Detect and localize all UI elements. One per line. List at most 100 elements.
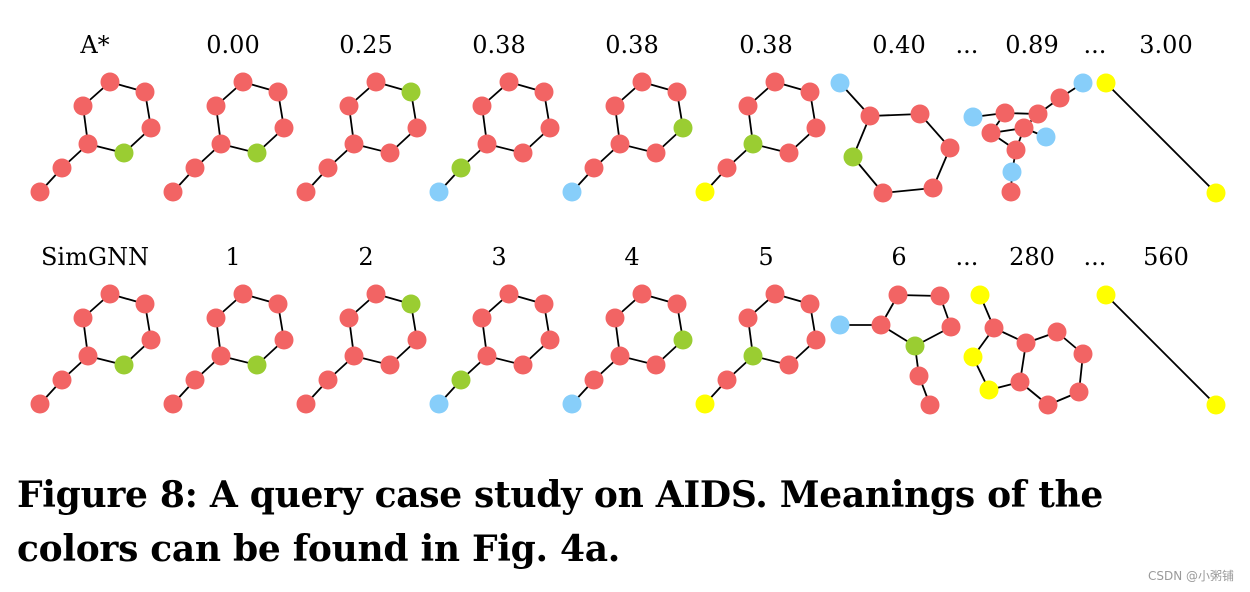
graph-r0-c2-node-0	[366, 72, 386, 92]
graph-r0-c3-node-0	[499, 72, 519, 92]
graph-r1-c5-node-5	[738, 308, 758, 328]
simgnn-label-1: 1	[225, 243, 240, 271]
graph-r1-c1-node-3	[247, 355, 267, 375]
graph-r1-c8-node-6	[1047, 322, 1067, 342]
graph-r1-c6-node-2	[888, 285, 908, 305]
graph-r1-c3-node-7	[429, 394, 449, 414]
astar-label-7: ...	[956, 31, 979, 59]
figure-caption: Figure 8: A query case study on AIDS. Me…	[17, 474, 1104, 570]
graph-r1-c2-node-4	[344, 346, 364, 366]
graph-r0-c6-node-5	[873, 183, 893, 203]
graph-r1-c3-node-6	[451, 370, 471, 390]
graph-r1-c1-node-0	[233, 284, 253, 304]
graph-r1-c5-node-6	[717, 370, 737, 390]
graph-r0-c8-node-7	[1036, 127, 1056, 147]
graph-r0-c2-node-3	[380, 143, 400, 163]
simgnn-label-5: 5	[758, 243, 773, 271]
graph-r1-c5	[695, 284, 826, 414]
graph-r1-c1-node-1	[268, 294, 288, 314]
graph-r0-c1-node-3	[247, 143, 267, 163]
graph-r1-c4-node-7	[562, 394, 582, 414]
graph-r0-c10-node-1	[1206, 183, 1226, 203]
graph-r0-c8-node-6	[1014, 118, 1034, 138]
graph-r1-c1-node-5	[206, 308, 226, 328]
graph-r0-c6-node-6	[843, 147, 863, 167]
graph-r0-c10-node-0	[1096, 73, 1116, 93]
graph-r0-c4-node-7	[562, 182, 582, 202]
graph-r0-c0-node-1	[135, 82, 155, 102]
graph-r1-c0-node-2	[141, 330, 161, 350]
graph-r0-c4-node-1	[667, 82, 687, 102]
simgnn-label-8: 280	[1009, 243, 1055, 271]
graph-r1-c8-node-0	[970, 285, 990, 305]
graph-r1-c6-node-0	[830, 315, 850, 335]
astar-label-8: 0.89	[1005, 31, 1058, 59]
graph-r1-c5-node-7	[695, 394, 715, 414]
graph-r0-c2-node-6	[318, 158, 338, 178]
graph-r0-c8-node-8	[1006, 140, 1026, 160]
graph-r0-c1-node-7	[163, 182, 183, 202]
graph-r1-c8-node-1	[984, 318, 1004, 338]
graph-r1-c6-node-1	[871, 315, 891, 335]
graph-r1-c4-node-1	[667, 294, 687, 314]
graph-r1-c2-node-7	[296, 394, 316, 414]
graph-r1-c8-node-2	[963, 347, 983, 367]
graph-r0-c2-node-4	[344, 134, 364, 154]
astar-label-10: 3.00	[1139, 31, 1192, 59]
graph-r1-c6-node-6	[909, 366, 929, 386]
graph-r1-c4	[562, 284, 693, 414]
astar-label-5: 0.38	[739, 31, 792, 59]
graph-r1-c1-node-6	[185, 370, 205, 390]
astar-label-3: 0.38	[472, 31, 525, 59]
graph-r0-c6	[830, 73, 960, 203]
graph-r1-c0-node-0	[100, 284, 120, 304]
graph-r0-c8-node-5	[981, 123, 1001, 143]
graph-r1-c10-node-1	[1206, 395, 1226, 415]
graph-r1-c8-node-4	[1010, 372, 1030, 392]
graph-r1-c0	[30, 284, 161, 414]
graph-r0-c6-node-2	[910, 104, 930, 124]
graph-r0-c4-node-2	[673, 118, 693, 138]
graph-r0-c0-node-6	[52, 158, 72, 178]
graph-r0-c0-node-4	[78, 134, 98, 154]
graph-r0-c4-node-4	[610, 134, 630, 154]
graph-r0-c5-node-7	[695, 182, 715, 202]
graph-r1-c2-node-0	[366, 284, 386, 304]
graph-r1-c3-node-4	[477, 346, 497, 366]
simgnn-label-4: 4	[624, 243, 639, 271]
graph-r0-c0-node-0	[100, 72, 120, 92]
graph-r0-c10	[1096, 73, 1226, 203]
graph-r0-c0-node-3	[114, 143, 134, 163]
graph-r0-c6-node-4	[923, 178, 943, 198]
graph-r0-c1-node-4	[211, 134, 231, 154]
graph-r1-c4-node-2	[673, 330, 693, 350]
graph-r0-c5-node-3	[779, 143, 799, 163]
graph-r0-c5-node-0	[765, 72, 785, 92]
astar-label-0: A*	[79, 31, 109, 59]
graph-r0-c6-node-0	[830, 73, 850, 93]
graph-r0-c2-node-5	[339, 96, 359, 116]
graph-r0-c4-node-5	[605, 96, 625, 116]
graph-r0-c3-node-1	[534, 82, 554, 102]
graph-r0-c8-node-9	[1002, 162, 1022, 182]
graph-r1-c1	[163, 284, 294, 414]
graph-r1-c5-node-3	[779, 355, 799, 375]
graph-r0-c2	[296, 72, 427, 202]
graph-r0-c0	[30, 72, 161, 202]
graph-r1-c10	[1096, 285, 1226, 415]
graph-r1-c0-node-4	[78, 346, 98, 366]
graph-r0-c3-node-5	[472, 96, 492, 116]
graph-r0-c2-node-2	[407, 118, 427, 138]
graph-r0-c8	[963, 73, 1093, 202]
graph-r0-c1	[163, 72, 294, 202]
graph-r1-c5-node-2	[806, 330, 826, 350]
simgnn-label-3: 3	[491, 243, 506, 271]
simgnn-label-7: ...	[956, 243, 979, 271]
graph-r0-c5-node-2	[806, 118, 826, 138]
graph-r0-c10-edge-0	[1105, 82, 1217, 194]
astar-label-1: 0.00	[206, 31, 259, 59]
graph-r0-c8-node-4	[963, 107, 983, 127]
graph-r1-c8-node-8	[1069, 382, 1089, 402]
graph-r1-c3	[429, 284, 560, 414]
graph-r1-c1-node-2	[274, 330, 294, 350]
